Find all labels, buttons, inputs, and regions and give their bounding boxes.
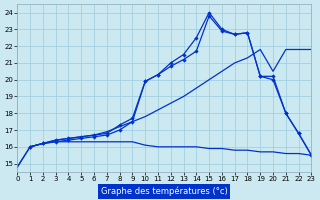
X-axis label: Graphe des températures (°c): Graphe des températures (°c) xyxy=(101,186,228,196)
